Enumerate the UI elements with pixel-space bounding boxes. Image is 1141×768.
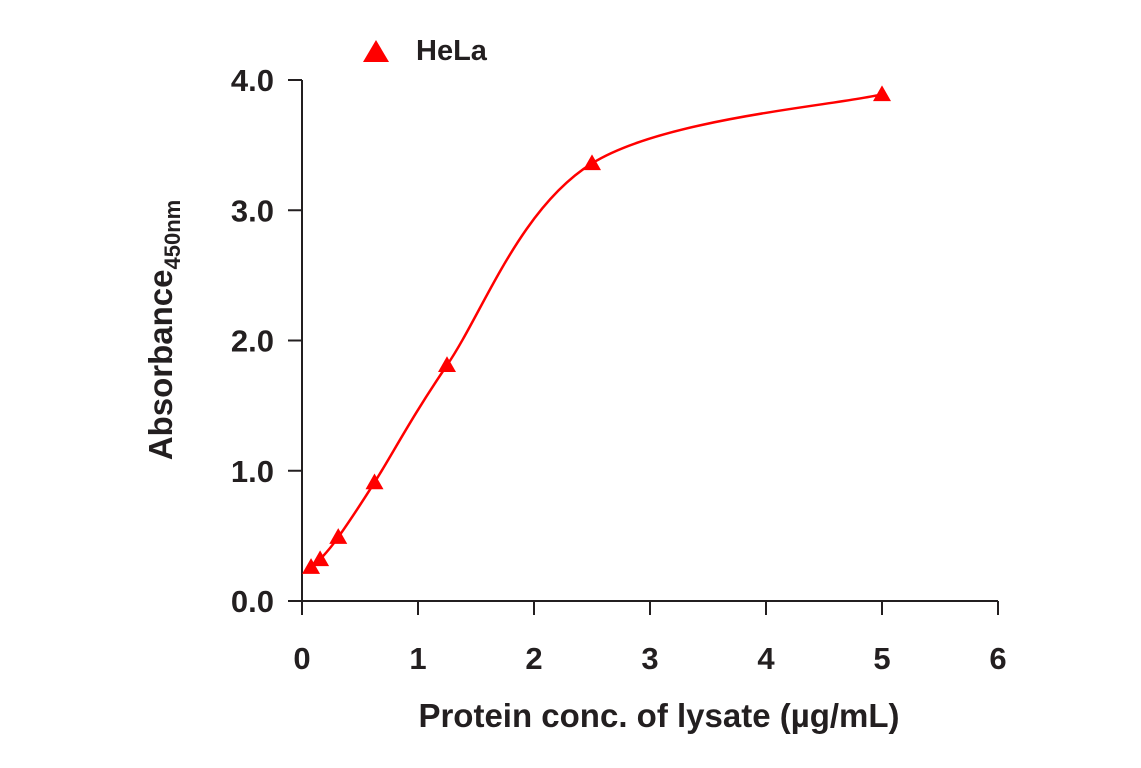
y-axis-title: Absorbance450nm — [142, 200, 185, 460]
data-point-triangle — [302, 558, 321, 574]
x-tick-label: 5 — [873, 641, 890, 676]
y-axis-ticks: 0.0 1.0 2.0 3.0 4.0 — [231, 63, 302, 619]
y-tick-label: 2.0 — [231, 324, 274, 359]
y-axis-title-main: Absorbance — [142, 270, 179, 461]
fit-curve — [310, 93, 883, 569]
x-tick-label: 1 — [409, 641, 426, 676]
x-tick-label: 0 — [293, 641, 310, 676]
data-point-triangle — [365, 473, 384, 490]
data-points — [302, 85, 891, 574]
y-tick-label: 4.0 — [231, 63, 274, 98]
data-point-triangle — [311, 550, 330, 567]
x-tick-label: 3 — [641, 641, 658, 676]
data-point-triangle — [583, 154, 601, 171]
y-tick-label: 1.0 — [231, 454, 274, 489]
legend-label: HeLa — [416, 35, 488, 67]
data-point-triangle — [329, 528, 348, 544]
x-axis-ticks: 0 1 2 3 4 5 6 — [293, 601, 1007, 676]
x-tick-label: 2 — [525, 641, 542, 676]
y-tick-label: 3.0 — [231, 193, 274, 228]
x-tick-label: 4 — [757, 641, 775, 676]
y-tick-label: 0.0 — [231, 584, 274, 619]
legend-marker-triangle-icon — [363, 40, 389, 62]
data-point-triangle — [873, 85, 891, 102]
chart-axes: 0 1 2 3 4 5 6 0.0 1.0 2.0 3.0 4.0 — [231, 63, 1007, 676]
y-axis-title-subscript: 450nm — [160, 200, 185, 270]
data-point-triangle — [438, 356, 456, 372]
legend: HeLa — [363, 35, 488, 67]
x-tick-label: 6 — [989, 641, 1006, 676]
x-axis-title: Protein conc. of lysate (µg/mL) — [418, 697, 899, 734]
